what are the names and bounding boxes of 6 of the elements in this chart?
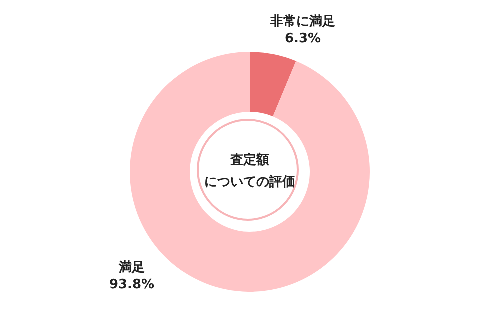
data-label: 93.8% bbox=[109, 277, 155, 292]
slice-label: 満足 bbox=[118, 260, 145, 276]
text: 査定額 bbox=[230, 152, 270, 170]
slice-label: 非常に満足 bbox=[270, 14, 336, 30]
text: についての評価 bbox=[204, 174, 296, 192]
data-label: 6.3% bbox=[284, 31, 322, 46]
